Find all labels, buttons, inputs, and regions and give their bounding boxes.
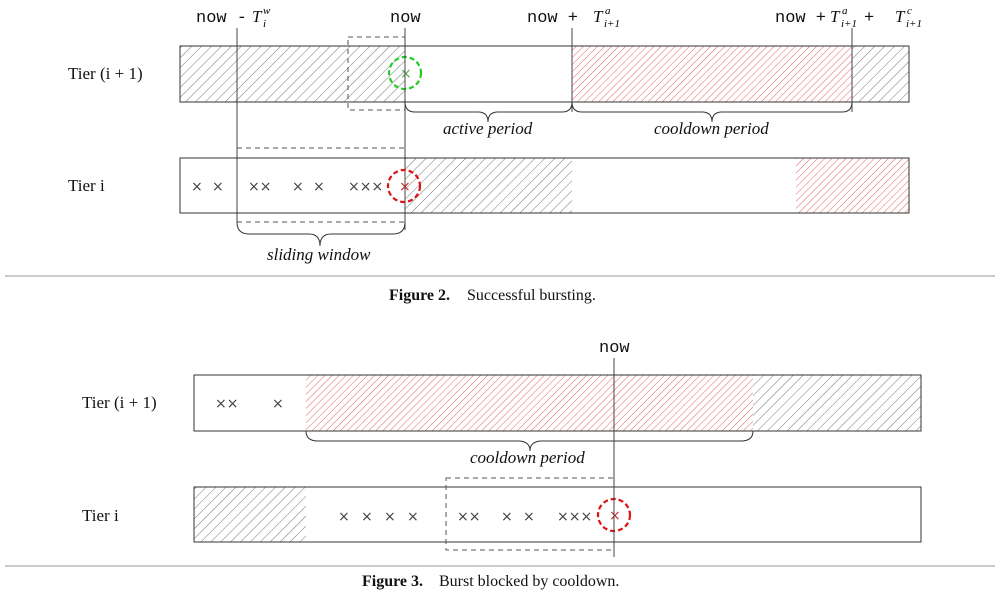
bar-outline — [179, 157, 910, 214]
request-cross: ×× — [457, 509, 480, 525]
label-sup: c — [907, 5, 912, 17]
label-now-plus-ta: now + T a i+1 — [527, 5, 620, 30]
label-code: now - — [196, 9, 247, 28]
request-cross: × — [212, 179, 224, 195]
cooldown-brace — [571, 101, 853, 123]
label-var: T — [252, 7, 263, 26]
tier-upper-label: Tier (i + 1) — [68, 64, 143, 83]
highlight-cross: × — [399, 179, 411, 195]
hatched-region — [753, 375, 921, 431]
label-var: T — [593, 7, 604, 26]
label-sub: i+1 — [841, 18, 857, 30]
tier-lower-bar: × × ×× × × ××× × — [179, 147, 910, 223]
label-code: now + — [527, 9, 578, 28]
label-sub: i+1 — [604, 18, 620, 30]
hatched-region — [194, 487, 306, 542]
tier-lower-bar: × × × × ×× × × ××× × — [193, 477, 922, 551]
cooldown-brace — [305, 430, 754, 452]
window-dashed-box — [445, 477, 615, 551]
hatched-region — [180, 46, 405, 102]
request-cross: × — [313, 179, 325, 195]
label-sup: a — [842, 5, 848, 17]
tier-upper-bar: ×× × — [193, 374, 922, 432]
label-now: now — [390, 9, 421, 28]
new-request-cross: × — [400, 66, 412, 82]
label-var: T — [830, 7, 841, 26]
bar-outline — [179, 45, 910, 103]
highlight-cross: × — [609, 508, 621, 524]
request-cross: × — [501, 509, 513, 525]
request-cross: ×× — [215, 396, 238, 412]
bar-outline — [193, 374, 922, 432]
label-sup: w — [263, 5, 271, 17]
tier-lower-label: Tier i — [68, 176, 105, 195]
request-cross: × — [523, 509, 535, 525]
label-sub: i+1 — [906, 18, 922, 30]
caption-label: Figure 3. — [362, 573, 423, 590]
label-var: T — [895, 7, 906, 26]
request-cross: × — [407, 509, 419, 525]
label-now-plus-ta-tc: now + T a i+1 + T c i+1 — [775, 5, 922, 30]
request-cross: × — [361, 509, 373, 525]
request-cross: × — [191, 179, 203, 195]
request-cross: ×× — [248, 179, 271, 195]
request-cross: × — [292, 179, 304, 195]
label-sub: i — [263, 18, 266, 30]
active-brace — [404, 101, 573, 123]
cooldown-region — [306, 375, 753, 431]
request-cross: × — [272, 396, 284, 412]
bar-outline — [193, 486, 922, 543]
blocked-circle — [386, 168, 422, 204]
caption-text: Burst blocked by cooldown. — [439, 573, 619, 590]
figure-2: now - T w i now now + T a i+1 now + T a … — [5, 5, 995, 304]
cooldown-region — [572, 46, 852, 102]
cooldown-period-label: cooldown period — [470, 448, 585, 467]
request-cross: ××× — [348, 179, 383, 195]
label-code: + — [864, 9, 874, 28]
caption-label: Figure 2. — [389, 287, 450, 304]
request-cross: × — [338, 509, 350, 525]
sliding-window-brace — [236, 221, 406, 247]
label-now-minus-tw: now - T w i — [196, 5, 271, 30]
hatched-region — [405, 158, 572, 213]
hatched-region — [852, 46, 909, 102]
active-period-label: active period — [443, 119, 533, 138]
label-now: now — [599, 339, 630, 358]
label-code: now + — [775, 9, 826, 28]
figure-3: now Tier (i + 1) Tier i ×× × cooldown pe… — [5, 339, 995, 590]
cooldown-region — [796, 158, 909, 213]
caption-text: Successful bursting. — [467, 287, 596, 304]
cooldown-period-label: cooldown period — [654, 119, 769, 138]
tier-lower-label: Tier i — [82, 506, 119, 525]
label-sup: a — [605, 5, 611, 17]
tier-upper-label: Tier (i + 1) — [82, 393, 157, 412]
request-cross: × — [384, 509, 396, 525]
tier-upper-bar: × — [179, 36, 910, 111]
request-cross: ××× — [557, 509, 592, 525]
sliding-window-label: sliding window — [267, 245, 371, 264]
